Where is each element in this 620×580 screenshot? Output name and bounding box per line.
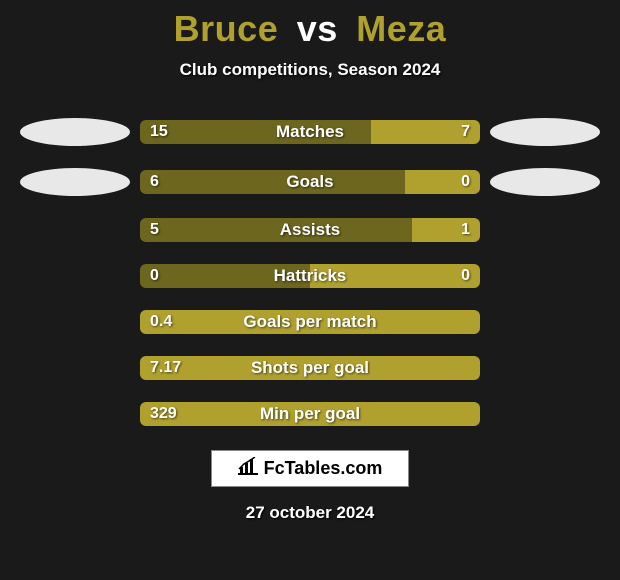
stat-rows: 157Matches 60Goals 51Assists 00Hattricks 0.4…	[0, 118, 620, 426]
stat-label: Assists	[140, 218, 480, 242]
team-badge-left	[20, 118, 130, 146]
footer-logo: FcTables.com	[211, 450, 410, 487]
subtitle: Club competitions, Season 2024	[180, 60, 441, 80]
stat-label: Min per goal	[140, 402, 480, 426]
stat-label: Goals per match	[140, 310, 480, 334]
stat-row: 329Min per goal	[0, 402, 620, 426]
stat-label: Shots per goal	[140, 356, 480, 380]
title-vs: vs	[297, 8, 338, 49]
team-badge-left	[20, 168, 130, 196]
stat-bar: 7.17Shots per goal	[140, 356, 480, 380]
stat-bar: 157Matches	[140, 120, 480, 144]
comparison-title: Bruce vs Meza	[174, 8, 447, 50]
team-badge-right	[490, 118, 600, 146]
stat-row: 60Goals	[0, 168, 620, 196]
footer-logo-text: FcTables.com	[264, 458, 383, 479]
stat-row: 7.17Shots per goal	[0, 356, 620, 380]
footer-date: 27 october 2024	[246, 503, 375, 523]
stat-bar: 51Assists	[140, 218, 480, 242]
stat-bar: 60Goals	[140, 170, 480, 194]
player-left-name: Bruce	[174, 8, 279, 49]
chart-icon	[238, 457, 258, 480]
stat-row: 00Hattricks	[0, 264, 620, 288]
stat-row: 157Matches	[0, 118, 620, 146]
stat-label: Goals	[140, 170, 480, 194]
stat-label: Matches	[140, 120, 480, 144]
stat-bar: 00Hattricks	[140, 264, 480, 288]
stat-row: 0.4Goals per match	[0, 310, 620, 334]
stat-label: Hattricks	[140, 264, 480, 288]
stat-row: 51Assists	[0, 218, 620, 242]
player-right-name: Meza	[356, 8, 446, 49]
team-badge-right	[490, 168, 600, 196]
stat-bar: 0.4Goals per match	[140, 310, 480, 334]
stat-bar: 329Min per goal	[140, 402, 480, 426]
